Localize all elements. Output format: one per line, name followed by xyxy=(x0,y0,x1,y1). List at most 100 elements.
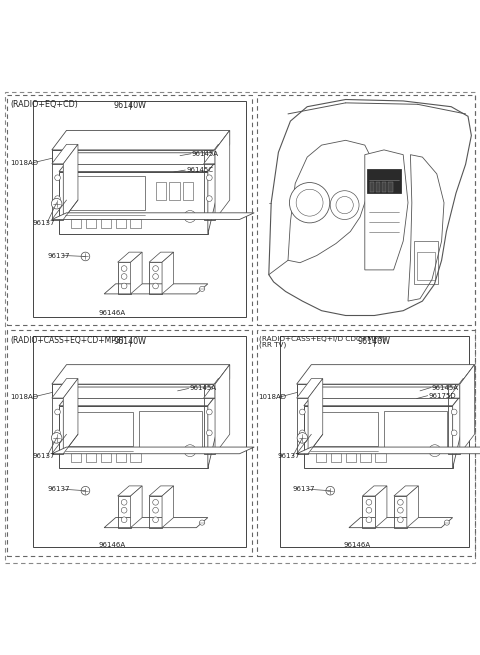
Polygon shape xyxy=(162,252,174,294)
Bar xyxy=(297,384,308,454)
Text: (RADIO+CASS+EQ+CD+MP3): (RADIO+CASS+EQ+CD+MP3) xyxy=(11,335,124,345)
Bar xyxy=(118,496,131,528)
Bar xyxy=(86,219,96,228)
Text: (RADIO+CASS+EQ+I/D CDC+MP3): (RADIO+CASS+EQ+I/D CDC+MP3) xyxy=(259,335,385,342)
Polygon shape xyxy=(59,387,223,405)
Circle shape xyxy=(121,266,127,271)
Bar xyxy=(346,453,356,462)
Circle shape xyxy=(397,500,403,505)
Circle shape xyxy=(121,517,127,523)
Circle shape xyxy=(55,430,60,436)
Text: 96145A: 96145A xyxy=(192,151,219,157)
Circle shape xyxy=(451,430,457,436)
Bar xyxy=(118,262,131,294)
Polygon shape xyxy=(215,130,230,219)
Polygon shape xyxy=(131,252,142,294)
Text: 96137: 96137 xyxy=(48,252,71,259)
Polygon shape xyxy=(52,130,230,150)
Circle shape xyxy=(206,430,212,436)
Circle shape xyxy=(121,274,127,279)
Bar xyxy=(448,384,460,454)
Bar xyxy=(7,95,252,325)
Polygon shape xyxy=(460,365,475,454)
Bar xyxy=(382,182,386,192)
Text: 96137: 96137 xyxy=(32,220,55,226)
Bar xyxy=(257,95,475,325)
Polygon shape xyxy=(208,387,223,468)
Text: 96137: 96137 xyxy=(277,453,300,459)
Polygon shape xyxy=(52,447,254,454)
Bar xyxy=(297,384,460,398)
Circle shape xyxy=(153,274,158,279)
Circle shape xyxy=(153,500,158,505)
Bar xyxy=(33,335,246,548)
Bar xyxy=(360,453,371,462)
Polygon shape xyxy=(394,486,419,496)
Bar xyxy=(388,182,393,192)
Polygon shape xyxy=(297,365,475,384)
Bar xyxy=(414,241,438,284)
Polygon shape xyxy=(304,387,468,405)
Bar xyxy=(367,169,401,193)
Bar xyxy=(316,453,326,462)
Bar xyxy=(86,453,96,462)
Polygon shape xyxy=(104,517,208,528)
Bar xyxy=(417,252,435,280)
Bar xyxy=(384,411,447,449)
Polygon shape xyxy=(104,284,208,294)
Circle shape xyxy=(153,266,158,271)
Text: 1018AD: 1018AD xyxy=(258,394,286,400)
Circle shape xyxy=(81,252,90,261)
Bar xyxy=(71,453,81,462)
Polygon shape xyxy=(453,387,468,468)
Bar xyxy=(182,182,193,200)
Bar xyxy=(304,405,453,468)
Text: (RR TV): (RR TV) xyxy=(259,342,287,348)
Circle shape xyxy=(200,520,204,525)
Bar xyxy=(169,182,180,200)
Polygon shape xyxy=(118,252,142,262)
Circle shape xyxy=(397,508,403,513)
Bar xyxy=(116,453,126,462)
Circle shape xyxy=(206,409,212,415)
Circle shape xyxy=(153,508,158,513)
Circle shape xyxy=(336,196,353,214)
Bar xyxy=(7,330,252,555)
Bar xyxy=(280,335,469,548)
Bar xyxy=(131,219,141,228)
Circle shape xyxy=(366,500,372,505)
Bar xyxy=(59,405,208,468)
Polygon shape xyxy=(208,153,223,234)
Bar xyxy=(52,384,63,454)
Bar xyxy=(116,219,126,228)
Polygon shape xyxy=(59,153,223,172)
Circle shape xyxy=(300,409,305,415)
Polygon shape xyxy=(149,252,174,262)
Text: 96145A: 96145A xyxy=(190,385,216,392)
Bar xyxy=(131,453,141,462)
Bar xyxy=(139,411,202,449)
Circle shape xyxy=(184,210,196,223)
Polygon shape xyxy=(408,155,444,301)
Circle shape xyxy=(200,286,204,291)
Polygon shape xyxy=(349,517,453,528)
Bar xyxy=(394,496,407,528)
Polygon shape xyxy=(52,144,78,164)
Text: 96146A: 96146A xyxy=(343,542,371,548)
Polygon shape xyxy=(52,213,254,219)
Text: 96137: 96137 xyxy=(293,486,315,493)
Circle shape xyxy=(397,517,403,523)
Bar xyxy=(101,219,111,228)
Bar xyxy=(71,219,81,228)
Polygon shape xyxy=(269,100,471,316)
Polygon shape xyxy=(407,486,419,528)
Bar xyxy=(52,384,215,398)
Polygon shape xyxy=(448,379,475,398)
Polygon shape xyxy=(52,379,78,398)
Bar xyxy=(310,412,378,446)
Circle shape xyxy=(451,409,457,415)
Text: 1018AD: 1018AD xyxy=(11,160,38,166)
Circle shape xyxy=(444,520,449,525)
Circle shape xyxy=(326,487,335,495)
Bar xyxy=(331,453,341,462)
